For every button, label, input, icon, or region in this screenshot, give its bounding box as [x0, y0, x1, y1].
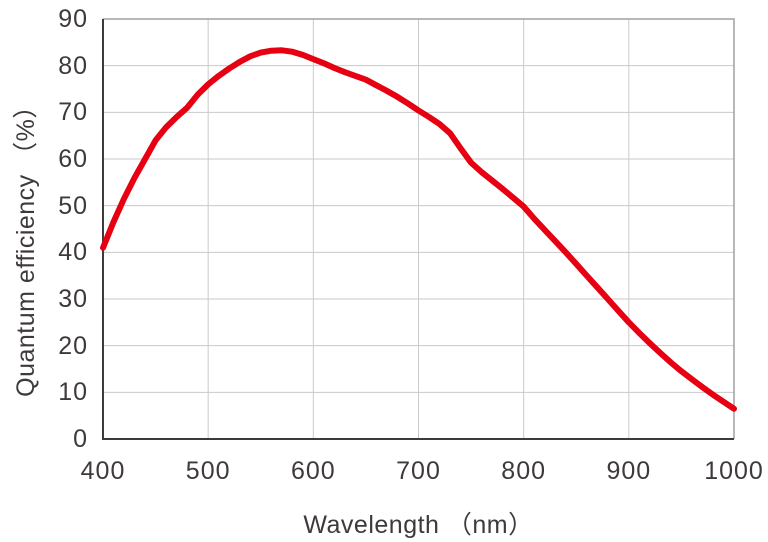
x-tick-label-500: 500 — [185, 457, 231, 485]
x-tick-label-600: 600 — [290, 457, 336, 485]
x-tick-label-800: 800 — [501, 457, 547, 485]
x-tick-label-1000: 1000 — [704, 457, 764, 485]
x-tick-label-700: 700 — [396, 457, 441, 485]
y-tick-label-60: 60 — [58, 145, 88, 173]
x-tick-label-900: 900 — [606, 457, 652, 485]
y-tick-label-30: 30 — [58, 285, 88, 313]
y-tick-label-90: 90 — [58, 5, 88, 33]
y-tick-label-70: 70 — [58, 98, 88, 127]
y-axis-title: Quantum efficiency （%） — [12, 93, 40, 397]
axis-lines — [102, 19, 734, 440]
y-tick-label-0: 0 — [73, 425, 88, 453]
x-axis-title: Wavelength （nm） — [303, 511, 534, 539]
y-tick-label-20: 20 — [58, 331, 88, 360]
y-tick-label-50: 50 — [58, 191, 88, 220]
y-tick-label-10: 10 — [58, 378, 88, 407]
y-tick-label-80: 80 — [58, 51, 88, 80]
plot-frame — [103, 18, 735, 439]
y-tick-label-40: 40 — [58, 238, 88, 267]
qe-curve — [100, 47, 737, 412]
x-tick-label-400: 400 — [80, 457, 126, 485]
